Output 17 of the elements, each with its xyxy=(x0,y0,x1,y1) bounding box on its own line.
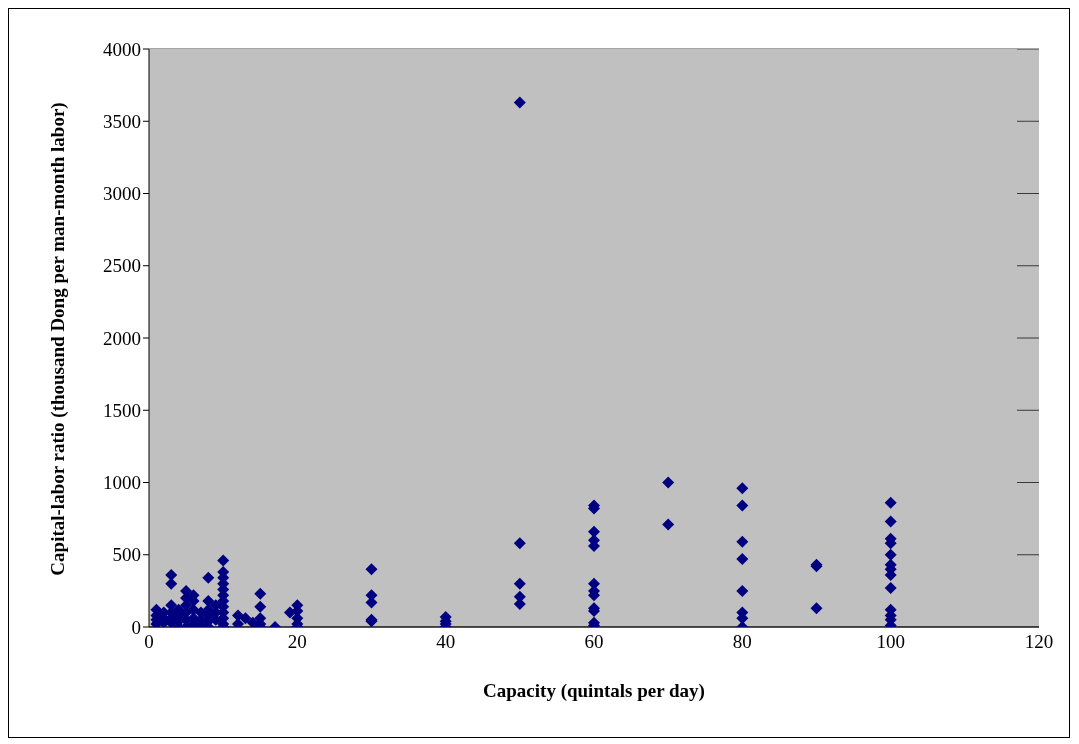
y-tick-label: 1000 xyxy=(103,472,141,494)
x-tick-label: 40 xyxy=(436,631,456,653)
x-axis-title: Capacity (quintals per day) xyxy=(483,680,705,702)
x-tick-label: 20 xyxy=(287,631,307,653)
y-tick-label: 3000 xyxy=(103,183,141,205)
y-axis-title: Capital-labor ratio (thousand Dong per man-month labor) xyxy=(47,102,69,576)
y-tick-label: 2500 xyxy=(103,255,141,277)
y-tick-label: 4000 xyxy=(103,38,141,60)
y-tick-label: 500 xyxy=(112,544,141,566)
x-tick-label: 60 xyxy=(584,631,604,653)
x-tick-label: 80 xyxy=(732,631,752,653)
y-tick-label: 1500 xyxy=(103,399,141,421)
y-tick-label: 0 xyxy=(131,616,141,638)
x-tick-label: 120 xyxy=(1024,631,1054,653)
x-tick-label: 100 xyxy=(876,631,905,653)
y-tick-label: 3500 xyxy=(103,111,141,132)
y-tick-label: 2000 xyxy=(103,327,141,349)
